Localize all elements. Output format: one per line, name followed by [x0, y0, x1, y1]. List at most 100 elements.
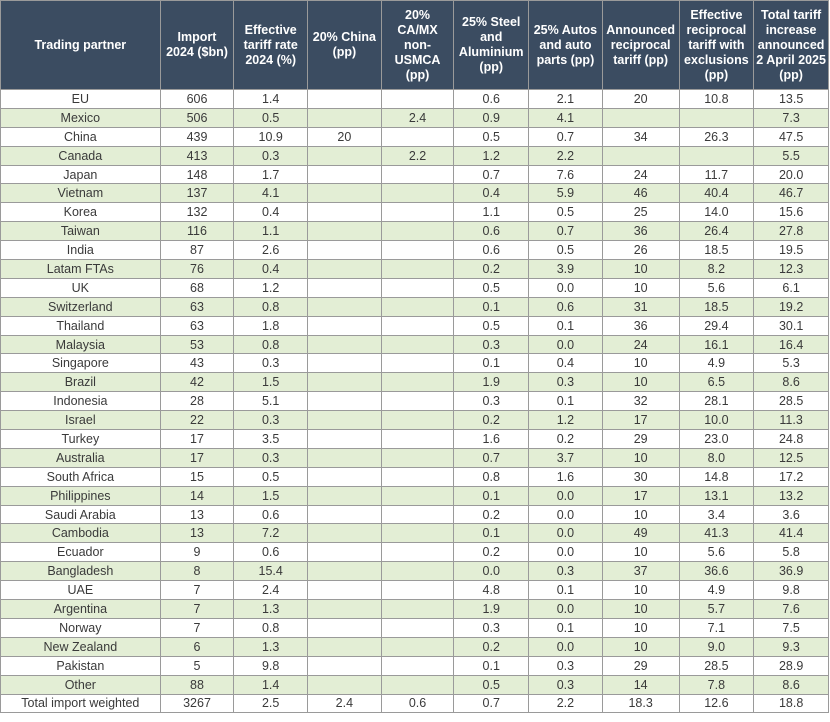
header-cell: 25% Autos and auto parts (pp): [528, 0, 603, 90]
value-cell: 0.8: [453, 466, 530, 487]
value-cell: 10: [601, 599, 680, 619]
value-cell: 12.5: [753, 447, 829, 468]
value-cell: 0.4: [453, 183, 530, 204]
value-cell: 28.5: [753, 391, 829, 412]
value-cell: [380, 504, 455, 525]
table-row: Japan 148 1.7 0.7 7.6 24 11.7 20.0: [0, 164, 829, 185]
value-cell: 10: [601, 447, 680, 468]
partner-cell: Argentina: [0, 599, 161, 619]
value-cell: 0.2: [453, 410, 530, 431]
value-cell: 0.7: [528, 126, 603, 147]
value-cell: 8.6: [753, 372, 829, 393]
value-cell: 7.6: [528, 164, 603, 185]
value-cell: 17: [601, 410, 680, 431]
value-cell: 28.1: [678, 391, 755, 412]
value-cell: [380, 202, 455, 223]
value-cell: [307, 89, 382, 109]
value-cell: [307, 315, 382, 336]
partner-cell: Bangladesh: [0, 561, 161, 582]
value-cell: [601, 107, 680, 128]
value-cell: 9.3: [753, 636, 829, 657]
value-cell: 29: [601, 429, 680, 449]
value-cell: 13.1: [678, 485, 755, 506]
value-cell: [380, 447, 455, 468]
table-row: Israel 22 0.3 0.2 1.2 17 10.0 11.3: [0, 410, 829, 431]
value-cell: 0.0: [528, 504, 603, 525]
value-cell: 40.4: [678, 183, 755, 204]
value-cell: 15.4: [233, 561, 309, 582]
value-cell: 76: [159, 259, 235, 279]
table-row: Cambodia 13 7.2 0.1 0.0 49 41.3 41.4: [0, 523, 829, 544]
value-cell: 42: [159, 372, 235, 393]
value-cell: 2.2: [528, 693, 603, 714]
value-cell: 1.5: [233, 372, 309, 393]
value-cell: 3.6: [753, 504, 829, 525]
value-cell: [380, 561, 455, 582]
value-cell: [307, 599, 382, 619]
value-cell: 0.6: [453, 240, 530, 261]
value-cell: 29.4: [678, 315, 755, 336]
value-cell: 27.8: [753, 221, 829, 242]
table-row: Total import weighted 3267 2.5 2.4 0.6 0.7 2.2…: [0, 693, 829, 714]
value-cell: 17: [159, 447, 235, 468]
value-cell: 7.6: [753, 599, 829, 619]
value-cell: 4.9: [678, 353, 755, 374]
value-cell: 0.1: [528, 580, 603, 601]
value-cell: 11.3: [753, 410, 829, 431]
value-cell: [380, 89, 455, 109]
value-cell: 34: [601, 126, 680, 147]
value-cell: 0.0: [528, 636, 603, 657]
value-cell: 1.3: [233, 599, 309, 619]
value-cell: 1.4: [233, 89, 309, 109]
value-cell: 8: [159, 561, 235, 582]
value-cell: 63: [159, 315, 235, 336]
value-cell: 46: [601, 183, 680, 204]
partner-cell: Switzerland: [0, 296, 161, 317]
value-cell: 22: [159, 410, 235, 431]
table-row: Bangladesh 8 15.4 0.0 0.3 37 36.6 36.9: [0, 561, 829, 582]
partner-cell: Vietnam: [0, 183, 161, 204]
value-cell: 13.2: [753, 485, 829, 506]
value-cell: [380, 126, 455, 147]
table-row: China 439 10.9 20 0.5 0.7 34 26.3 47.5: [0, 126, 829, 147]
value-cell: 0.8: [233, 334, 309, 355]
value-cell: 1.6: [453, 429, 530, 449]
value-cell: 18.5: [678, 240, 755, 261]
value-cell: [307, 107, 382, 128]
value-cell: [380, 391, 455, 412]
partner-cell: Turkey: [0, 429, 161, 449]
value-cell: 2.1: [528, 89, 603, 109]
value-cell: 7.2: [233, 523, 309, 544]
value-cell: 3.7: [528, 447, 603, 468]
value-cell: 0.2: [453, 542, 530, 563]
value-cell: 46.7: [753, 183, 829, 204]
partner-cell: Latam FTAs: [0, 259, 161, 279]
value-cell: 15.6: [753, 202, 829, 223]
value-cell: 0.3: [453, 617, 530, 638]
value-cell: [307, 561, 382, 582]
value-cell: [307, 447, 382, 468]
value-cell: 0.6: [233, 542, 309, 563]
value-cell: 4.1: [528, 107, 603, 128]
value-cell: 10: [601, 353, 680, 374]
table-row: Brazil 42 1.5 1.9 0.3 10 6.5 8.6: [0, 372, 829, 393]
value-cell: 30: [601, 466, 680, 487]
value-cell: 1.8: [233, 315, 309, 336]
value-cell: [380, 221, 455, 242]
value-cell: 25: [601, 202, 680, 223]
value-cell: 148: [159, 164, 235, 185]
value-cell: 7: [159, 599, 235, 619]
value-cell: 137: [159, 183, 235, 204]
value-cell: 16.4: [753, 334, 829, 355]
value-cell: 9: [159, 542, 235, 563]
table-body: EU 606 1.4 0.6 2.1 20 10.8 13.5 Mexico 506 0.5 2.4 0…: [0, 89, 829, 714]
value-cell: 5.6: [678, 542, 755, 563]
partner-cell: Israel: [0, 410, 161, 431]
value-cell: 63: [159, 296, 235, 317]
value-cell: [380, 353, 455, 374]
header-cell: Import 2024 ($bn): [159, 0, 235, 90]
value-cell: 0.4: [233, 259, 309, 279]
value-cell: [380, 523, 455, 544]
value-cell: 0.3: [233, 353, 309, 374]
value-cell: [307, 542, 382, 563]
